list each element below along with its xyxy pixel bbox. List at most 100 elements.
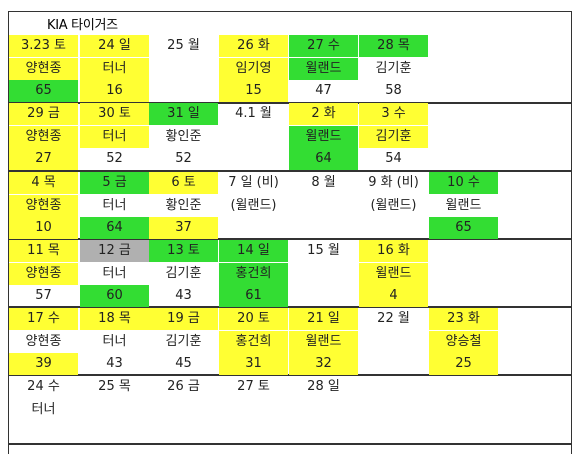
day-value-cell[interactable] (9, 421, 78, 443)
day-value-cell[interactable]: 65 (9, 80, 78, 103)
day-date-cell[interactable]: 22 월 (377, 311, 410, 326)
day-date-cell[interactable]: 27 수 (289, 35, 358, 57)
day-value-cell[interactable]: 64 (289, 148, 358, 171)
day-value-cell[interactable]: 39 (9, 353, 78, 376)
day-value-cell[interactable]: 32 (289, 353, 358, 376)
day-pitcher-cell[interactable] (219, 399, 288, 421)
day-pitcher-cell[interactable]: 윌랜드 (289, 330, 358, 353)
day-pitcher-cell[interactable]: 양현종 (9, 194, 78, 217)
day-value-cell[interactable]: 43 (175, 288, 192, 304)
day-value-cell[interactable]: 10 (9, 217, 78, 240)
day-value-cell[interactable]: 27 (9, 148, 78, 171)
day-pitcher-cell[interactable]: 터너 (102, 265, 127, 281)
day-pitcher-cell[interactable]: 양승철 (429, 330, 498, 353)
day-value-cell[interactable] (219, 217, 288, 239)
day-date-cell[interactable]: 7 일 (비) (228, 175, 279, 190)
day-pitcher-cell[interactable]: 터너 (31, 401, 56, 417)
day-date-cell[interactable]: 2 화 (289, 103, 358, 125)
day-date-cell[interactable]: 28 일 (307, 379, 340, 394)
day-value-cell[interactable] (359, 217, 428, 239)
day-pitcher-cell[interactable]: 양현종 (25, 333, 62, 349)
day-pitcher-cell[interactable]: 터너 (80, 125, 149, 148)
day-value-cell[interactable]: 43 (106, 356, 123, 372)
day-pitcher-cell[interactable]: 윌랜드 (289, 57, 358, 80)
day-date-cell[interactable]: 16 화 (359, 240, 428, 262)
day-value-cell[interactable]: 52 (106, 151, 123, 167)
day-pitcher-cell[interactable]: 터너 (80, 57, 149, 80)
day-value-cell[interactable]: 57 (35, 288, 52, 304)
day-date-cell[interactable]: 4 목 (9, 172, 78, 194)
day-date-cell[interactable]: 20 토 (219, 308, 288, 330)
day-pitcher-cell[interactable]: 황인준 (165, 128, 202, 144)
day-value-cell[interactable] (289, 217, 358, 239)
day-value-cell[interactable] (289, 421, 358, 443)
day-value-cell[interactable]: 64 (80, 217, 149, 240)
day-pitcher-cell[interactable]: 양현종 (9, 262, 78, 285)
day-date-cell[interactable]: 18 목 (80, 308, 149, 330)
day-date-cell[interactable]: 25 목 (98, 379, 131, 394)
day-date-cell[interactable]: 24 일 (80, 35, 149, 57)
day-date-cell[interactable]: 5 금 (80, 172, 149, 194)
day-pitcher-cell[interactable]: 양현종 (9, 57, 78, 80)
day-pitcher-cell[interactable] (289, 195, 358, 217)
day-date-cell[interactable]: 3.23 토 (9, 35, 78, 57)
day-pitcher-cell[interactable]: 홍건희 (219, 262, 288, 285)
day-value-cell[interactable] (219, 148, 288, 170)
day-date-cell[interactable]: 27 토 (237, 379, 270, 394)
day-value-cell[interactable]: 37 (149, 217, 218, 240)
day-pitcher-cell[interactable] (80, 399, 149, 421)
day-pitcher-cell[interactable] (219, 126, 288, 148)
day-value-cell[interactable]: 65 (429, 217, 498, 240)
day-value-cell[interactable]: 52 (175, 151, 192, 167)
day-pitcher-cell[interactable]: (윌랜드) (370, 197, 417, 213)
day-date-cell[interactable]: 31 일 (149, 103, 218, 125)
day-pitcher-cell[interactable] (289, 399, 358, 421)
day-date-cell[interactable]: 21 일 (289, 308, 358, 330)
day-pitcher-cell[interactable]: 홍건희 (219, 330, 288, 353)
day-date-cell[interactable]: 17 수 (9, 308, 78, 330)
day-pitcher-cell[interactable]: 터너 (102, 333, 127, 349)
day-date-cell[interactable]: 13 토 (149, 240, 218, 262)
day-value-cell[interactable]: 60 (80, 285, 149, 308)
day-pitcher-cell[interactable] (289, 263, 358, 285)
day-date-cell[interactable]: 3 수 (359, 103, 428, 125)
day-date-cell[interactable]: 26 화 (219, 35, 288, 57)
day-value-cell[interactable] (80, 421, 149, 443)
day-value-cell[interactable] (359, 353, 428, 375)
day-date-cell[interactable]: 10 수 (429, 172, 498, 194)
day-date-cell[interactable]: 9 화 (비) (368, 175, 419, 190)
day-date-cell[interactable]: 6 토 (149, 172, 218, 194)
day-date-cell[interactable]: 23 화 (429, 308, 498, 330)
day-value-cell[interactable]: 47 (315, 83, 332, 99)
day-date-cell[interactable]: 25 월 (167, 38, 200, 53)
day-value-cell[interactable] (289, 285, 358, 307)
day-pitcher-cell[interactable]: 윌랜드 (359, 262, 428, 285)
day-date-cell[interactable]: 14 일 (219, 240, 288, 262)
day-date-cell[interactable]: 28 목 (359, 35, 428, 57)
day-pitcher-cell[interactable]: 양현종 (9, 125, 78, 148)
day-date-cell[interactable]: 12 금 (80, 240, 149, 262)
day-value-cell[interactable]: 25 (429, 353, 498, 376)
day-pitcher-cell[interactable] (149, 58, 218, 80)
day-value-cell[interactable]: 4 (359, 285, 428, 308)
day-value-cell[interactable]: 45 (175, 356, 192, 372)
day-pitcher-cell[interactable]: 김기훈 (165, 265, 202, 281)
day-value-cell[interactable]: 31 (219, 353, 288, 376)
day-pitcher-cell[interactable] (149, 399, 218, 421)
day-value-cell[interactable] (219, 421, 288, 443)
day-pitcher-cell[interactable]: (윌랜드) (230, 197, 277, 213)
day-value-cell[interactable]: 61 (219, 285, 288, 308)
day-value-cell[interactable] (149, 421, 218, 443)
day-date-cell[interactable]: 29 금 (9, 103, 78, 125)
day-pitcher-cell[interactable]: 윌랜드 (289, 125, 358, 148)
day-value-cell[interactable] (149, 80, 218, 102)
day-pitcher-cell[interactable]: 김기훈 (359, 125, 428, 148)
day-pitcher-cell[interactable]: 터너 (102, 197, 127, 213)
day-date-cell[interactable]: 24 수 (27, 379, 60, 394)
day-pitcher-cell[interactable]: 윌랜드 (445, 197, 482, 213)
day-pitcher-cell[interactable] (359, 331, 428, 353)
day-date-cell[interactable]: 19 금 (149, 308, 218, 330)
day-pitcher-cell[interactable]: 김기훈 (375, 60, 412, 76)
day-value-cell[interactable]: 54 (385, 151, 402, 167)
day-value-cell[interactable]: 15 (219, 80, 288, 103)
